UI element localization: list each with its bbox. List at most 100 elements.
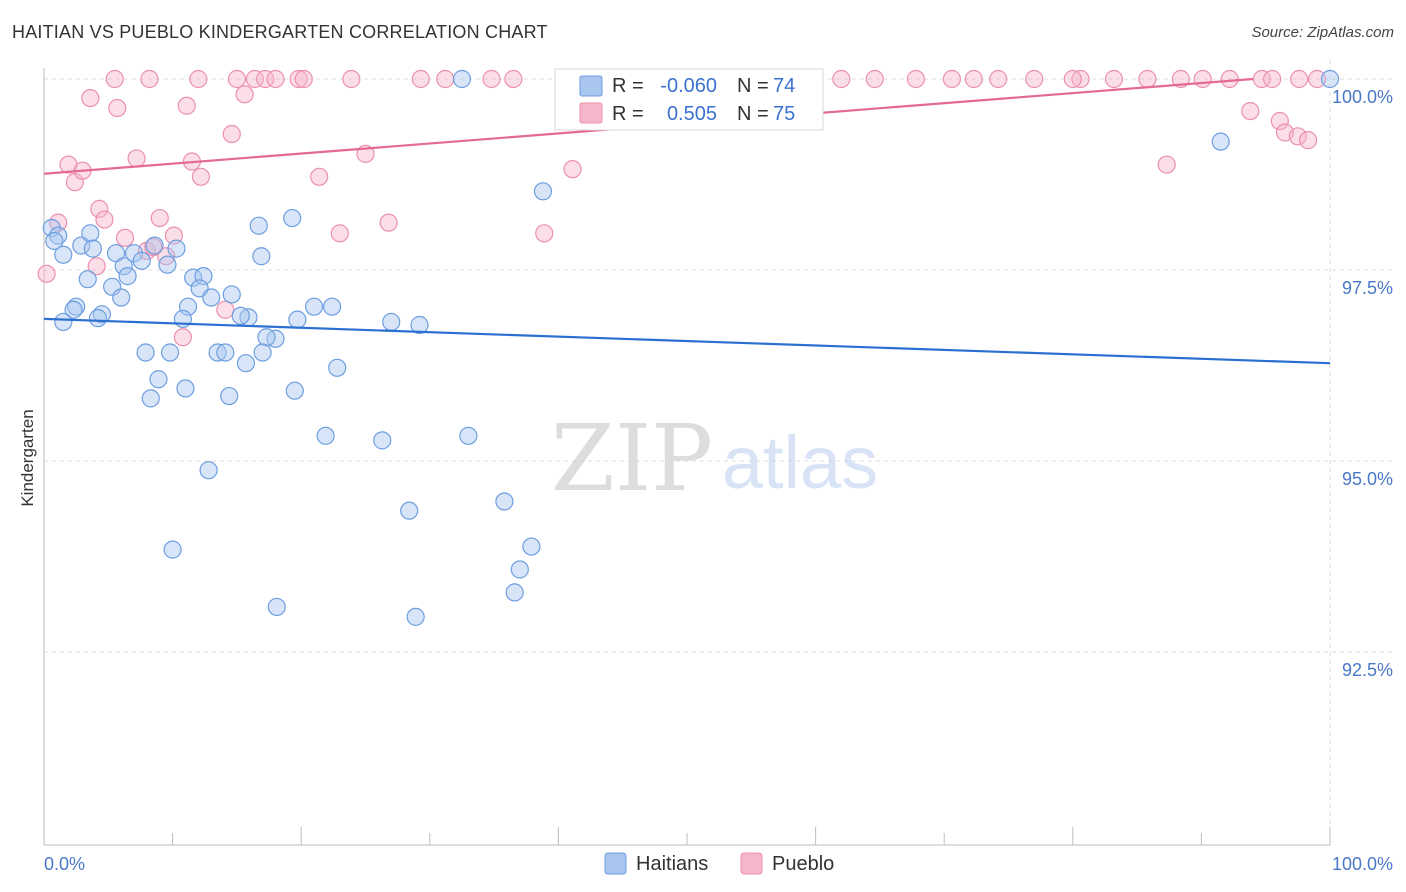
pueblo-point (1157, 155, 1176, 174)
pueblo-point (37, 264, 56, 283)
pueblo-point (1270, 111, 1289, 131)
pueblo-point (964, 69, 983, 89)
pueblo-point (482, 69, 501, 89)
pueblo-point (256, 69, 275, 89)
haitian-point (132, 251, 151, 270)
pueblo-r-label: R = (612, 103, 644, 125)
haitian-point (288, 310, 307, 329)
haitian-point (533, 182, 553, 201)
pueblo-point (1288, 127, 1307, 146)
haitian-point (249, 216, 268, 235)
pueblo-point (1071, 69, 1090, 89)
pueblo-point (222, 124, 241, 144)
pueblo-point (1138, 69, 1157, 89)
haitian-point (410, 315, 429, 335)
haitian-point (267, 597, 286, 617)
haitian-point (199, 461, 218, 480)
pueblo-point (189, 69, 208, 89)
chart-title: HAITIAN VS PUEBLO KINDERGARTEN CORRELATI… (12, 22, 548, 42)
haitian-point (54, 245, 73, 264)
pueblo-r-value: 0.505 (667, 103, 717, 125)
haitian-point (145, 236, 164, 255)
haitian-point (136, 343, 155, 362)
haitian-point (216, 343, 235, 362)
source-label: Source: ZipAtlas.com (1251, 24, 1394, 41)
pueblo-n-value: 75 (773, 103, 795, 125)
y-axis-title: Kindergarten (18, 409, 37, 506)
haitian-point (328, 358, 347, 377)
haitian-point (208, 343, 227, 362)
pueblo-point (108, 98, 127, 118)
pueblo-point (1299, 131, 1318, 150)
legend-pueblo-swatch (740, 852, 763, 875)
pueblo-point (310, 167, 329, 186)
haitian-point (78, 270, 97, 289)
haitian-point (505, 583, 524, 602)
pueblo-point (294, 69, 313, 89)
haitian-point (141, 389, 160, 408)
pueblo-point (1308, 69, 1327, 89)
pueblo-point (342, 69, 361, 89)
series-legend: Haitians Pueblo (604, 852, 834, 875)
pueblo-n-label: N = (737, 103, 769, 125)
pueblo-point (173, 328, 192, 347)
haitian-point (322, 297, 342, 316)
pueblo-point (504, 69, 523, 89)
haitian-point (382, 312, 401, 332)
haitians-n-value: 74 (773, 75, 795, 97)
haitian-point (236, 354, 256, 373)
pueblo-swatch (579, 102, 603, 124)
pueblo-point (1220, 69, 1239, 89)
y-tick-label: 95.0% (1342, 469, 1393, 489)
pueblo-point (245, 69, 265, 89)
pueblo-point (1104, 69, 1124, 89)
y-tick-label: 100.0% (1332, 87, 1393, 107)
pueblo-point (1193, 69, 1212, 89)
haitians-trend-line (43, 317, 1331, 365)
haitian-point (112, 288, 131, 307)
haitian-point (158, 255, 177, 274)
gridlines (44, 60, 1392, 845)
haitian-point (452, 69, 472, 89)
pueblo-point (105, 69, 124, 89)
haitian-point (252, 247, 271, 266)
haitian-point (54, 312, 73, 332)
pueblo-point (865, 69, 884, 89)
pueblo-point (906, 69, 926, 89)
pueblo-point (942, 69, 962, 89)
watermark: ZIP atlas (551, 405, 878, 512)
pueblo-point (563, 160, 582, 179)
haitian-point (510, 560, 529, 579)
haitian-point (163, 540, 182, 559)
haitian-point (253, 343, 272, 362)
pueblo-point (1025, 69, 1044, 89)
haitian-point (222, 285, 241, 304)
pueblo-point (411, 69, 430, 89)
haitian-point (257, 328, 276, 347)
pueblo-point (1241, 101, 1260, 121)
haitian-point (202, 288, 221, 307)
haitians-r-value: -0.060 (660, 75, 717, 97)
pueblo-point (832, 69, 851, 89)
haitian-point (67, 297, 86, 316)
tick-labels: 92.5% 95.0% 97.5% 100.0% 0.0% 100.0% (44, 87, 1393, 874)
pueblo-point (191, 167, 210, 186)
haitians-n-label: N = (737, 75, 769, 97)
haitian-point (522, 537, 541, 556)
pueblo-point (330, 224, 349, 243)
haitian-point (304, 297, 324, 316)
haitian-point (266, 329, 285, 348)
pueblo-point (535, 224, 554, 243)
pueblo-point (227, 69, 246, 89)
pueblo-point (87, 257, 106, 276)
legend-haitians-swatch (604, 852, 627, 875)
haitian-point (45, 231, 64, 251)
watermark-atlas: atlas (722, 421, 878, 504)
pueblo-point (235, 85, 254, 104)
haitian-point (406, 607, 425, 626)
pueblo-point (127, 149, 146, 168)
x-tick-label: 0.0% (44, 854, 85, 874)
haitian-point (176, 379, 195, 398)
haitian-point (400, 501, 419, 520)
